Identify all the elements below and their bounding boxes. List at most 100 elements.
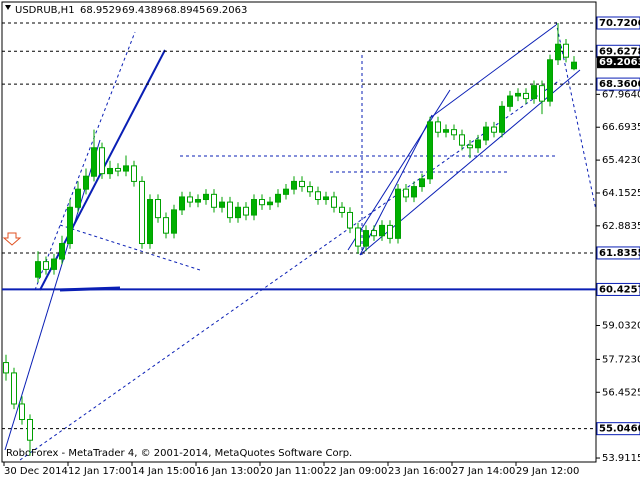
level-label: 69.6278 bbox=[599, 46, 640, 57]
y-tick-label: 66.6935 bbox=[602, 122, 640, 133]
candle-body bbox=[3, 362, 9, 374]
x-tick-label: 29 Jan 12:00 bbox=[516, 466, 579, 477]
candle-body bbox=[443, 129, 449, 133]
candle-body bbox=[19, 403, 25, 421]
x-tick-label: 27 Jan 14:00 bbox=[452, 466, 515, 477]
candle-body bbox=[235, 206, 241, 219]
candle-body bbox=[507, 95, 513, 107]
candle-body bbox=[91, 147, 97, 177]
y-tick-label: 64.1525 bbox=[602, 188, 640, 199]
level-label-box bbox=[596, 246, 640, 260]
y-tick-label: 67.9640 bbox=[602, 89, 640, 100]
x-tick-label: 30 Dec 2014 bbox=[4, 466, 68, 477]
y-tick-label: 65.4230 bbox=[602, 155, 640, 166]
candle-body bbox=[451, 129, 457, 136]
trend-line bbox=[555, 21, 597, 211]
level-label-box bbox=[596, 16, 640, 30]
candle-body bbox=[299, 180, 305, 188]
high: 69.4389 bbox=[122, 5, 163, 16]
level-label-box bbox=[596, 282, 640, 296]
x-tick-label: 12 Jan 17:00 bbox=[68, 466, 131, 477]
candle-body bbox=[323, 196, 329, 201]
symbol: USDRUB,H1 bbox=[15, 5, 75, 16]
candle-body bbox=[99, 147, 105, 175]
candle-body bbox=[283, 188, 289, 195]
candle-body bbox=[475, 139, 481, 149]
x-tick-label: 20 Jan 11:00 bbox=[260, 466, 323, 477]
candle-body bbox=[83, 175, 89, 190]
candle-body bbox=[195, 199, 201, 203]
candle-body bbox=[275, 193, 281, 203]
y-tick-label: 53.9115 bbox=[602, 453, 640, 464]
level-label: 55.0460 bbox=[599, 424, 640, 435]
trend-line bbox=[429, 24, 557, 119]
candle-body bbox=[531, 85, 537, 100]
candle-body bbox=[331, 196, 337, 208]
candle-body bbox=[347, 211, 353, 229]
candle-body bbox=[163, 217, 169, 234]
low: 68.8945 bbox=[164, 5, 205, 16]
candle-body bbox=[411, 186, 417, 198]
candle-body bbox=[427, 121, 433, 180]
candle-body bbox=[307, 186, 313, 193]
candle-body bbox=[171, 209, 177, 234]
candle-body bbox=[75, 188, 81, 208]
candle-body bbox=[187, 196, 193, 203]
candles bbox=[3, 22, 577, 456]
level-label-box bbox=[596, 77, 640, 91]
candle-body bbox=[403, 188, 409, 198]
candle-body bbox=[147, 199, 153, 245]
level-label-box bbox=[596, 422, 640, 436]
menu-arrow bbox=[5, 5, 11, 10]
x-tick-label: 22 Jan 09:00 bbox=[324, 466, 387, 477]
candle-body bbox=[419, 178, 425, 188]
candle-body bbox=[355, 227, 361, 247]
candle-body bbox=[243, 206, 249, 216]
candle-body bbox=[371, 230, 377, 237]
level-label: 61.8355 bbox=[599, 248, 640, 259]
plot-frame bbox=[1, 1, 597, 463]
candle-body bbox=[467, 144, 473, 149]
candle-body bbox=[571, 61, 577, 70]
candle-body bbox=[51, 258, 57, 270]
x-tick-label: 16 Jan 13:00 bbox=[196, 466, 259, 477]
candle-body bbox=[155, 199, 161, 219]
candle-body bbox=[107, 167, 113, 175]
candle-body bbox=[11, 372, 17, 405]
trend-line bbox=[34, 31, 136, 291]
candle-body bbox=[539, 85, 545, 102]
candle-body bbox=[179, 196, 185, 211]
y-tick-label: 56.4525 bbox=[602, 387, 640, 398]
candle-body bbox=[259, 199, 265, 206]
candle-body bbox=[35, 261, 41, 278]
candle-body bbox=[59, 243, 65, 260]
open: 68.9529 bbox=[80, 5, 121, 16]
candle-body bbox=[499, 105, 505, 133]
candle-body bbox=[515, 92, 521, 97]
candle-body bbox=[139, 180, 145, 245]
level-label: 60.4257 bbox=[599, 284, 640, 295]
candle-body bbox=[379, 224, 385, 237]
trend-line bbox=[4, 139, 101, 451]
sell-arrow bbox=[2, 232, 22, 246]
trend-line bbox=[19, 79, 561, 461]
y-tick-label: 59.0320 bbox=[602, 321, 640, 332]
candle-body bbox=[563, 43, 569, 58]
footer: RoboForex - MetaTrader 4, © 2001-2014, M… bbox=[6, 448, 352, 459]
candle-body bbox=[435, 121, 441, 133]
x-tick-label: 23 Jan 16:00 bbox=[388, 466, 451, 477]
candle-body bbox=[555, 43, 561, 61]
candle-body bbox=[227, 201, 233, 219]
candle-body bbox=[43, 261, 49, 270]
candle-body bbox=[339, 206, 345, 213]
trend-line bbox=[59, 224, 201, 271]
candle-body bbox=[203, 193, 209, 201]
candle-body bbox=[123, 165, 129, 172]
close: 69.2063 bbox=[206, 5, 247, 16]
candle-body bbox=[291, 180, 297, 190]
candle-body bbox=[523, 92, 529, 100]
trend-line bbox=[347, 89, 451, 251]
candle-body bbox=[211, 193, 217, 208]
